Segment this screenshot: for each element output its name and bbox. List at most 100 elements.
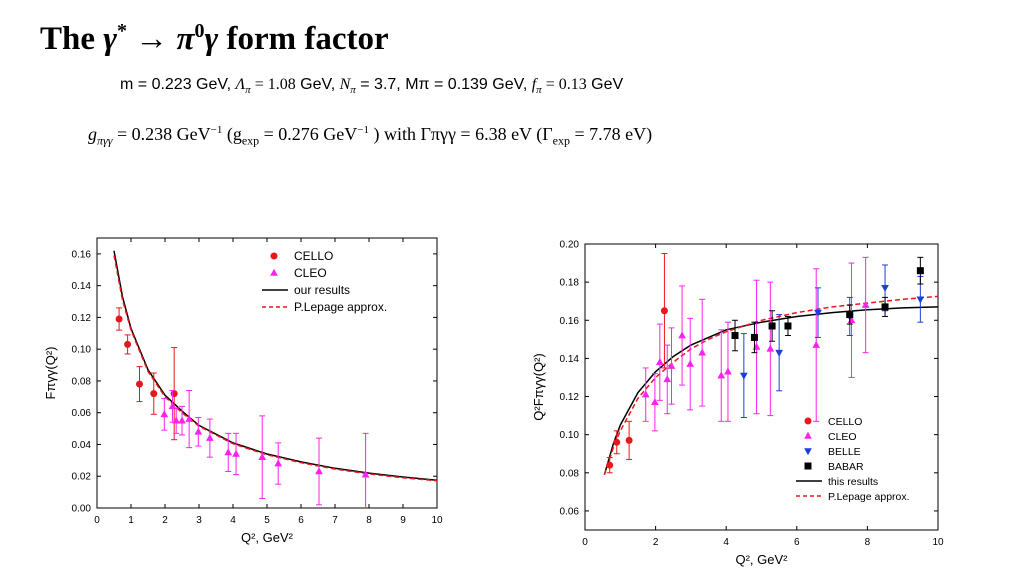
param-mpi: Mπ = 0.139 GeV, [405, 76, 528, 93]
title-gamma: γ [204, 21, 219, 57]
param-n-symbol: N [339, 76, 351, 93]
plot-area [603, 253, 938, 475]
x-tick-label: 2 [162, 515, 168, 526]
data-point-cleo [258, 452, 267, 460]
data-point-cleo [667, 361, 676, 369]
data-point-cleo [160, 410, 169, 418]
data-point-babar [768, 322, 776, 330]
y-tick-label: 0.02 [72, 472, 92, 483]
data-point-cleo [194, 427, 203, 435]
data-point-cello [136, 380, 143, 388]
data-point-cleo [724, 367, 732, 375]
y-tick-label: 0.14 [72, 281, 92, 292]
x-tick-label: 7 [332, 515, 338, 526]
data-point-babar [750, 333, 758, 341]
param-f-sub: π [536, 84, 542, 97]
legend-marker [804, 431, 812, 439]
data-point-cleo [678, 331, 686, 339]
x-tick-label: 10 [932, 537, 944, 548]
title-pi: π [176, 21, 195, 57]
legend-label: CLEO [294, 266, 327, 280]
y-axis-label: Q²Fπγγ(Q²) [531, 353, 546, 420]
param-m: m = 0.223 GeV, [120, 76, 232, 93]
x-tick-label: 0 [94, 515, 100, 526]
legend-label: P.Lepage approx. [828, 491, 910, 503]
title-prefix: The [40, 21, 96, 57]
param-f-value: = 0.13 [541, 76, 587, 93]
data-point-cleo [651, 398, 659, 406]
legend-label: our results [294, 283, 350, 297]
data-point-cello [150, 390, 158, 398]
legend: CELLO CLEO our results P.Lepage approx. [262, 249, 387, 314]
data-point-belle [814, 309, 822, 317]
data-point-cleo [168, 402, 177, 410]
coupling-g-value: = 0.238 GeV [112, 124, 211, 144]
y-tick-label: 0.04 [72, 440, 92, 451]
series-line-our-results [113, 250, 437, 481]
y-tick-label: 0.08 [72, 376, 92, 387]
data-point-cello [170, 390, 178, 398]
data-point-cleo [752, 342, 761, 350]
x-tick-label: 6 [298, 515, 304, 526]
y-tick-label: 0.16 [72, 249, 92, 260]
legend-label: CELLO [294, 249, 333, 263]
x-axis-label: Q², GeV² [735, 552, 788, 567]
page-title: The γ* → π0γ form factor [40, 20, 389, 58]
data-point-cleo [232, 449, 240, 457]
data-point-cleo [812, 340, 821, 348]
data-point-cello [625, 436, 633, 444]
coupling-gamma-text: ) with Γπγγ = 6.38 eV (Γ [369, 124, 553, 144]
legend-label: this results [828, 476, 878, 488]
data-point-babar [731, 332, 739, 340]
param-lambda-symbol: Λ [235, 76, 246, 93]
data-point-babar [916, 267, 924, 275]
data-point-cleo [315, 467, 323, 475]
title-gamma-star: γ [103, 21, 117, 57]
series-line-p-lepage-approx- [113, 255, 437, 482]
y-tick-label: 0.00 [72, 504, 92, 515]
legend: CELLO CLEO BELLE BABAR this results P.Lepage … [796, 416, 910, 503]
x-tick-label: 9 [400, 515, 406, 526]
x-tick-label: 6 [794, 537, 800, 548]
title-suffix: form factor [226, 21, 389, 57]
data-point-cleo [224, 448, 233, 456]
data-point-cleo [766, 344, 775, 352]
data-point-cleo [861, 300, 870, 308]
data-point-belle [740, 372, 748, 380]
form-factor-chart: 0 1 2 3 4 5 6 7 8 9 10 0.00 0.02 0.04 0.06 0.08 0.10 0.12… [43, 237, 443, 545]
x-axis-label: Q², GeV² [241, 530, 294, 545]
x-tick-label: 8 [865, 537, 871, 548]
legend-label: BELLE [828, 446, 861, 458]
scaled-form-factor-chart: 0 2 4 6 8 10 0.06 0.08 0.10 0.12 0.14 0.16 0.18 0.20 Q… [531, 240, 944, 568]
plot-frame [584, 243, 939, 531]
x-tick-label: 2 [653, 537, 659, 548]
legend-marker [270, 268, 278, 276]
data-point-cleo [172, 416, 181, 424]
data-point-cello [124, 340, 132, 348]
y-tick-label: 0.06 [560, 506, 580, 517]
y-axis-label: Fπγγ(Q²) [43, 346, 58, 399]
data-point-cleo [641, 390, 650, 398]
y-tick-label: 0.12 [72, 313, 92, 324]
data-point-cleo [663, 375, 672, 383]
y-tick-label: 0.10 [72, 345, 92, 356]
param-n-sub: π [350, 84, 356, 97]
data-point-cello [613, 438, 621, 446]
data-point-cleo [717, 371, 726, 379]
data-point-cleo [178, 416, 186, 424]
data-point-cleo [655, 358, 664, 366]
param-lambda-unit: GeV, [300, 76, 336, 93]
data-point-cleo [698, 348, 707, 356]
x-tick-label: 4 [723, 537, 729, 548]
legend-marker [804, 462, 812, 470]
coupling-line: gπγγ = 0.238 GeV−1 (gexp = 0.276 GeV−1 )… [88, 124, 652, 149]
data-point-cleo [361, 470, 370, 478]
coupling-gamma-value: = 7.78 eV) [569, 124, 653, 144]
x-tick-label: 5 [264, 515, 270, 526]
param-lambda-sub: π [245, 84, 251, 97]
x-tick-label: 8 [366, 515, 372, 526]
coupling-g-sub: πγγ [97, 133, 113, 148]
y-tick-label: 0.16 [560, 316, 580, 327]
plot-frame [96, 237, 438, 509]
x-tick-label: 0 [582, 537, 588, 548]
